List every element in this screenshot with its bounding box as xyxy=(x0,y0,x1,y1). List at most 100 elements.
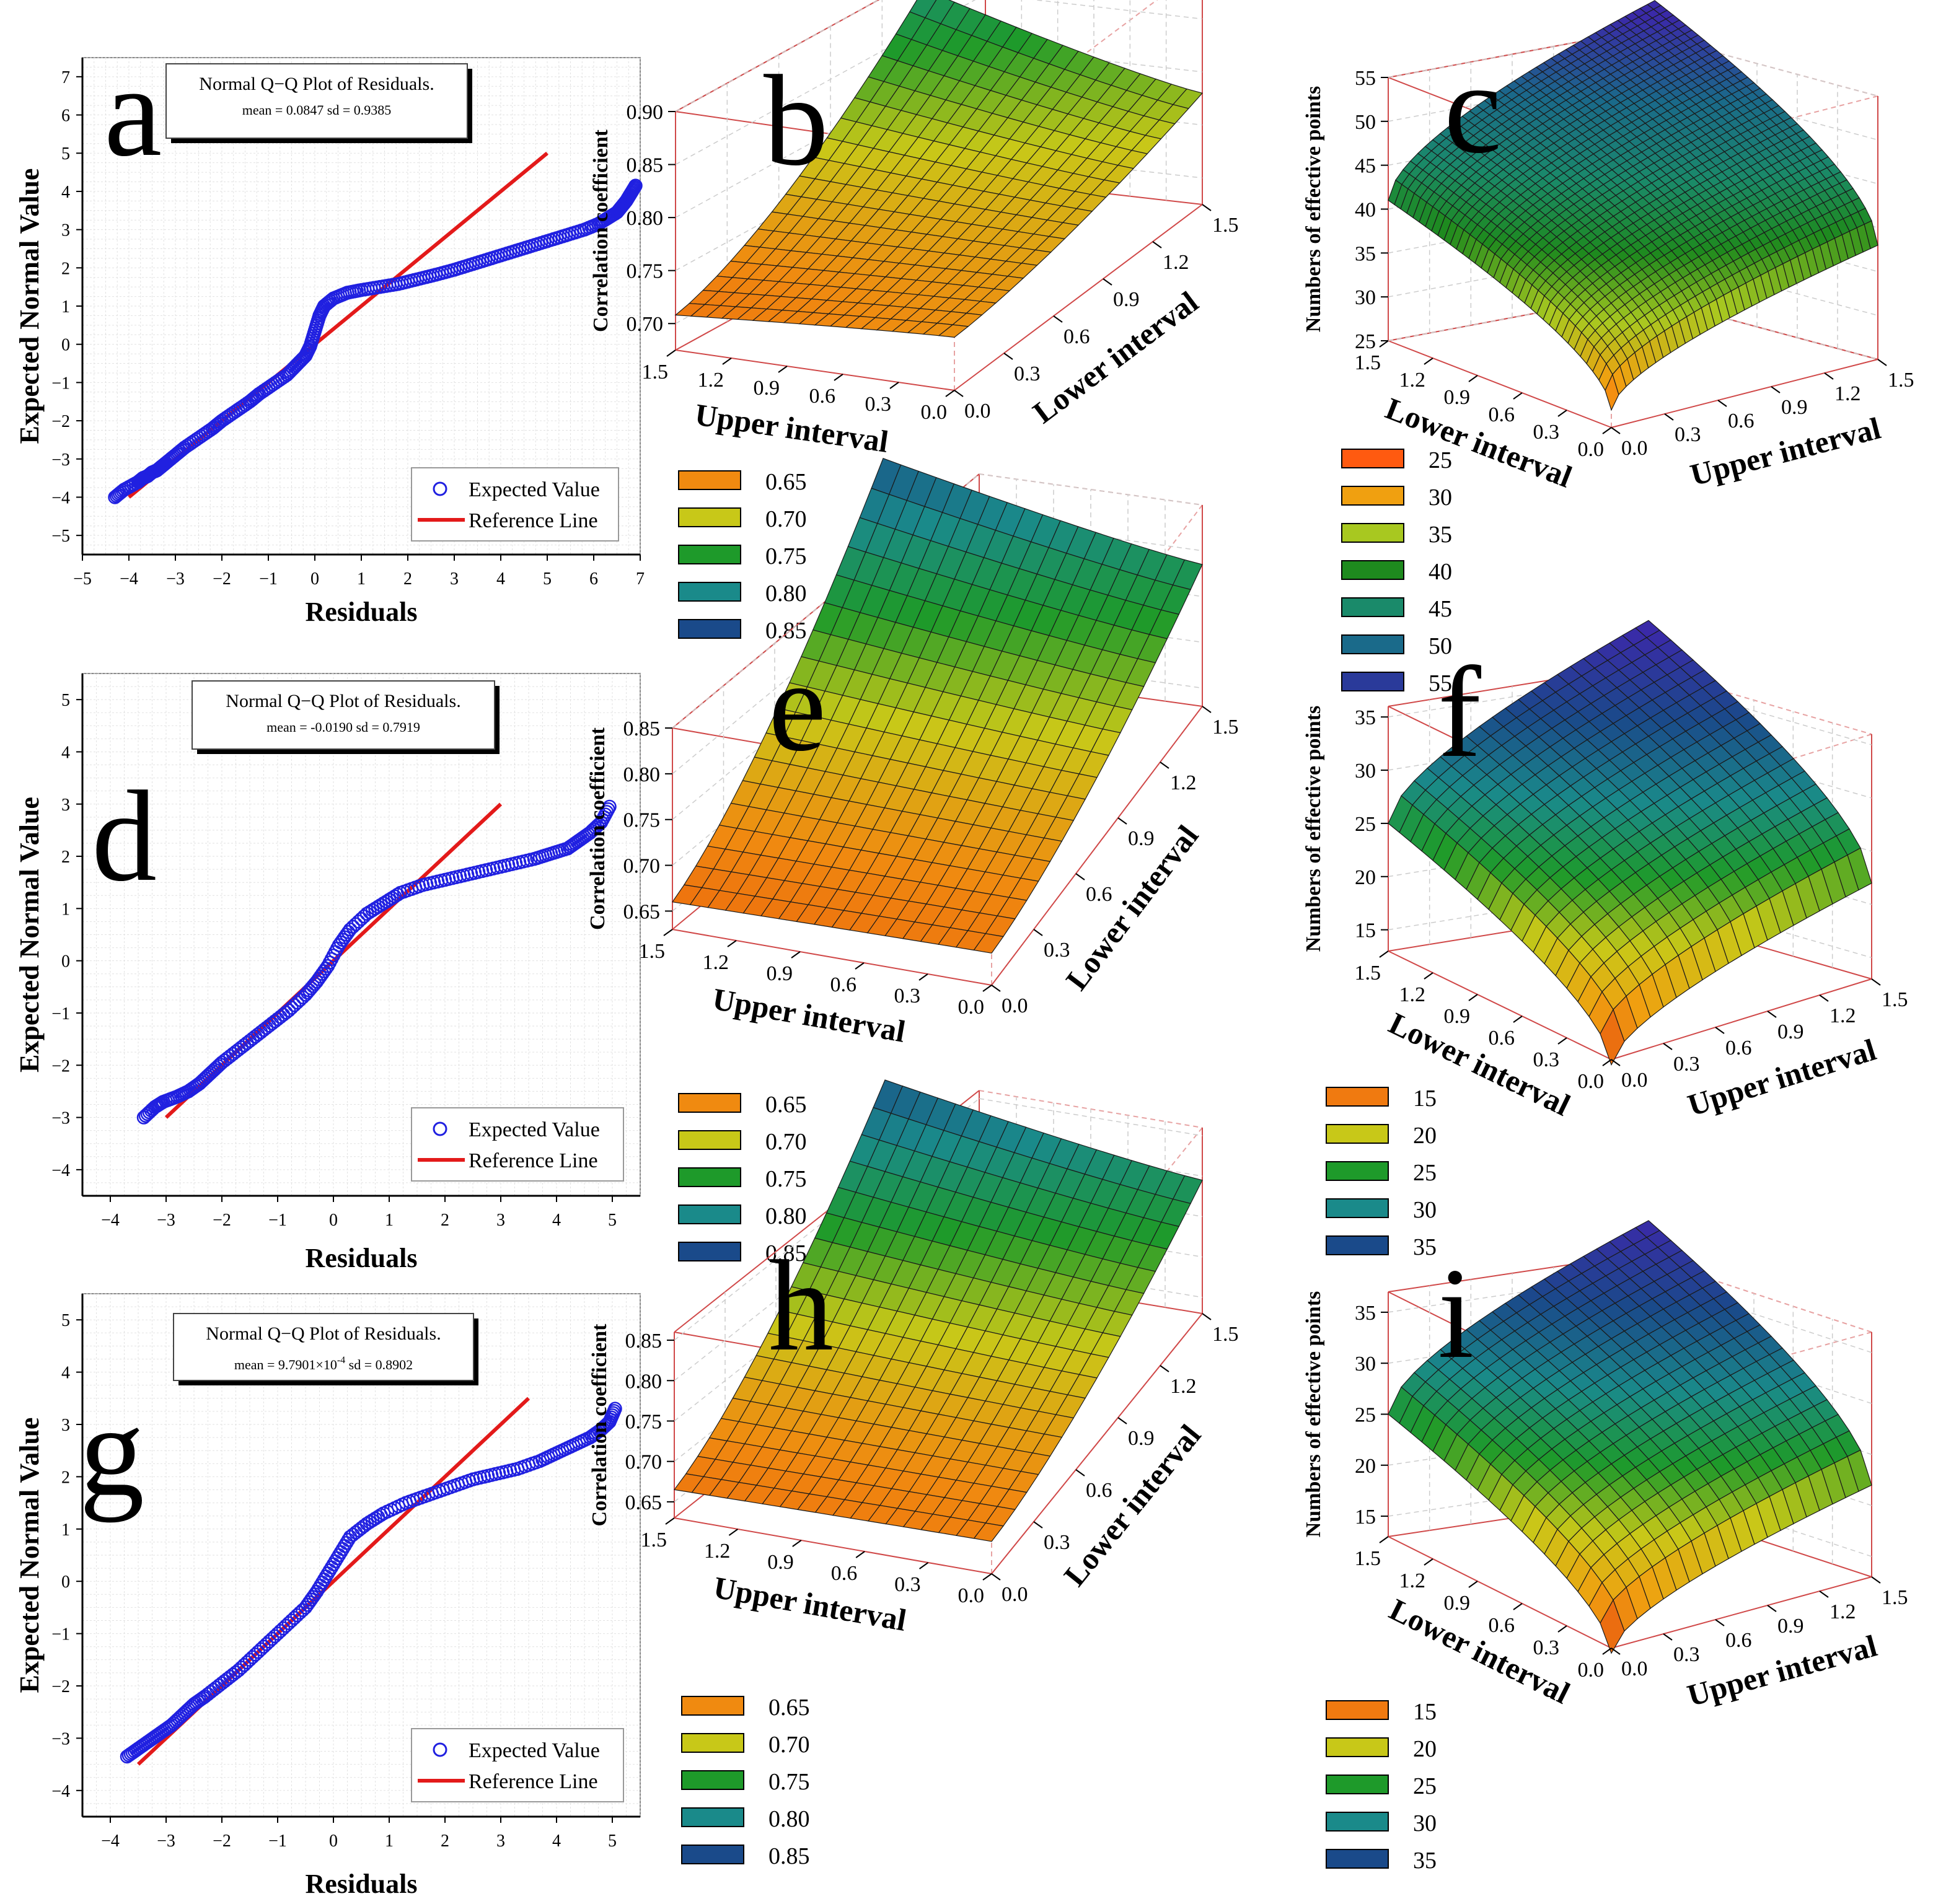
z-tick-label: 15 xyxy=(1355,919,1376,942)
x-tick-label: 1 xyxy=(385,1211,394,1230)
base-tick xyxy=(1033,929,1043,936)
x-tick-label: −4 xyxy=(120,569,138,589)
base-tick-label: 0.3 xyxy=(1673,1053,1700,1076)
base-tick xyxy=(1767,1011,1777,1018)
title-box xyxy=(165,63,468,139)
base-tick-label: 0.0 xyxy=(958,996,985,1019)
legend-value: 25 xyxy=(1413,1160,1437,1186)
x-tick-label: −1 xyxy=(259,569,278,589)
left-axis-title: Upper interval xyxy=(710,981,908,1049)
base-tick xyxy=(1202,1313,1212,1320)
base-tick xyxy=(1819,994,1829,1002)
z-tick-label: 0.70 xyxy=(623,855,661,878)
base-tick-label: 0.6 xyxy=(1086,1479,1112,1502)
base-tick-label: 1.5 xyxy=(1355,351,1381,374)
base-tick-label: 0.6 xyxy=(1725,1629,1752,1652)
base-tick-label: 0.6 xyxy=(1489,1027,1515,1050)
base-tick-label: 0.9 xyxy=(1113,288,1140,311)
base-tick-label: 1.2 xyxy=(1830,1004,1856,1027)
y-tick-label: 4 xyxy=(61,183,70,202)
wall-grid xyxy=(675,0,879,112)
base-tick-label: 0.0 xyxy=(1578,1070,1605,1093)
right-axis-title: Upper interval xyxy=(1687,410,1885,492)
x-tick-label: 2 xyxy=(441,1832,449,1851)
y-axis-label: Expected Normal Value xyxy=(14,797,45,1073)
y-tick-label: −1 xyxy=(51,1625,70,1644)
legend-swatch xyxy=(1341,634,1404,654)
base-tick xyxy=(1611,427,1621,434)
wall-grid xyxy=(1636,1274,1872,1353)
z-tick-label: 0.80 xyxy=(627,207,664,230)
base-tick xyxy=(1202,706,1212,713)
bounding-box-edge xyxy=(672,929,992,986)
base-tick-label: 0.9 xyxy=(1444,1005,1471,1028)
x-tick-label: 1 xyxy=(385,1832,394,1851)
x-tick-label: 4 xyxy=(552,1211,561,1230)
bounding-box-edge xyxy=(1388,1536,1612,1649)
base-tick-label: 0.9 xyxy=(1444,1592,1471,1615)
x-tick-label: 1 xyxy=(357,569,366,589)
x-tick-label: 5 xyxy=(608,1832,617,1851)
legend-swatch xyxy=(1326,1124,1389,1144)
bounding-box-edge xyxy=(954,204,1203,391)
z-tick-label: 0.65 xyxy=(625,1491,663,1514)
surface-cell xyxy=(1600,1008,1625,1066)
z-axis-title: Correlation coefficient xyxy=(589,129,612,332)
wall-grid xyxy=(1636,30,1878,97)
y-tick-label: 5 xyxy=(61,691,70,710)
x-tick-label: 3 xyxy=(496,1832,505,1851)
bounding-box-edge xyxy=(991,706,1203,986)
base-tick-label: 1.5 xyxy=(1212,716,1239,739)
base-tick-label: 0.6 xyxy=(1725,1037,1752,1059)
base-tick-label: 0.0 xyxy=(921,401,948,424)
x-tick-label: 0 xyxy=(310,569,319,589)
legend-swatch xyxy=(678,582,741,602)
base-tick-label: 0.9 xyxy=(1777,1615,1804,1638)
legend-value: 40 xyxy=(1429,559,1452,585)
base-tick-label: 1.5 xyxy=(1212,1323,1239,1346)
y-tick-label: −5 xyxy=(51,527,70,546)
legend-box xyxy=(411,1107,624,1182)
z-tick-label: 20 xyxy=(1355,1455,1376,1478)
surface-plot-h: 0.650.700.750.800.851.5 1.2 0.9 0.6 0.3 0.0 0.… xyxy=(588,1079,1239,1869)
legend-swatch xyxy=(678,1167,741,1187)
y-tick-label: −3 xyxy=(51,1109,70,1128)
legend-swatch xyxy=(678,619,741,639)
base-tick xyxy=(1424,358,1433,365)
base-tick-label: 1.2 xyxy=(1170,771,1197,794)
y-tick-label: −2 xyxy=(51,412,70,431)
base-tick xyxy=(1819,1590,1829,1598)
z-tick-label: 35 xyxy=(1355,1302,1376,1325)
base-tick xyxy=(1602,1647,1612,1655)
panel-label: e xyxy=(768,634,826,778)
base-tick xyxy=(1053,315,1063,323)
base-tick-label: 0.0 xyxy=(1578,1659,1605,1682)
base-tick xyxy=(1379,1536,1389,1543)
legend-value: 0.70 xyxy=(768,1732,810,1758)
base-tick-label: 1.5 xyxy=(1212,214,1239,237)
right-axis-title: Upper interval xyxy=(1684,1032,1880,1123)
base-tick xyxy=(663,929,673,936)
legend-value: 15 xyxy=(1413,1699,1437,1725)
y-tick-label: 7 xyxy=(61,68,70,87)
plot-title: Normal Q−Q Plot of Residuals. xyxy=(226,691,460,711)
base-tick-label: 0.3 xyxy=(894,985,921,1007)
base-tick xyxy=(1513,392,1523,400)
base-tick xyxy=(982,1573,992,1581)
legend-swatch xyxy=(1326,1087,1389,1107)
base-tick xyxy=(1557,1625,1567,1633)
base-tick xyxy=(1513,1016,1523,1023)
base-tick xyxy=(1117,1417,1127,1424)
x-tick-label: 0 xyxy=(329,1211,338,1230)
legend-swatch xyxy=(678,1130,741,1150)
z-tick-label: 30 xyxy=(1355,760,1376,783)
surface-cell xyxy=(1600,1599,1625,1654)
z-tick-label: 35 xyxy=(1355,706,1376,729)
y-tick-label: 4 xyxy=(61,743,70,762)
legend-marker xyxy=(433,1121,447,1136)
base-tick xyxy=(1075,1469,1085,1476)
legend-value: 35 xyxy=(1413,1848,1437,1874)
base-tick xyxy=(1717,400,1727,407)
bounding-box-edge xyxy=(991,1313,1203,1574)
base-tick xyxy=(1663,1043,1673,1050)
